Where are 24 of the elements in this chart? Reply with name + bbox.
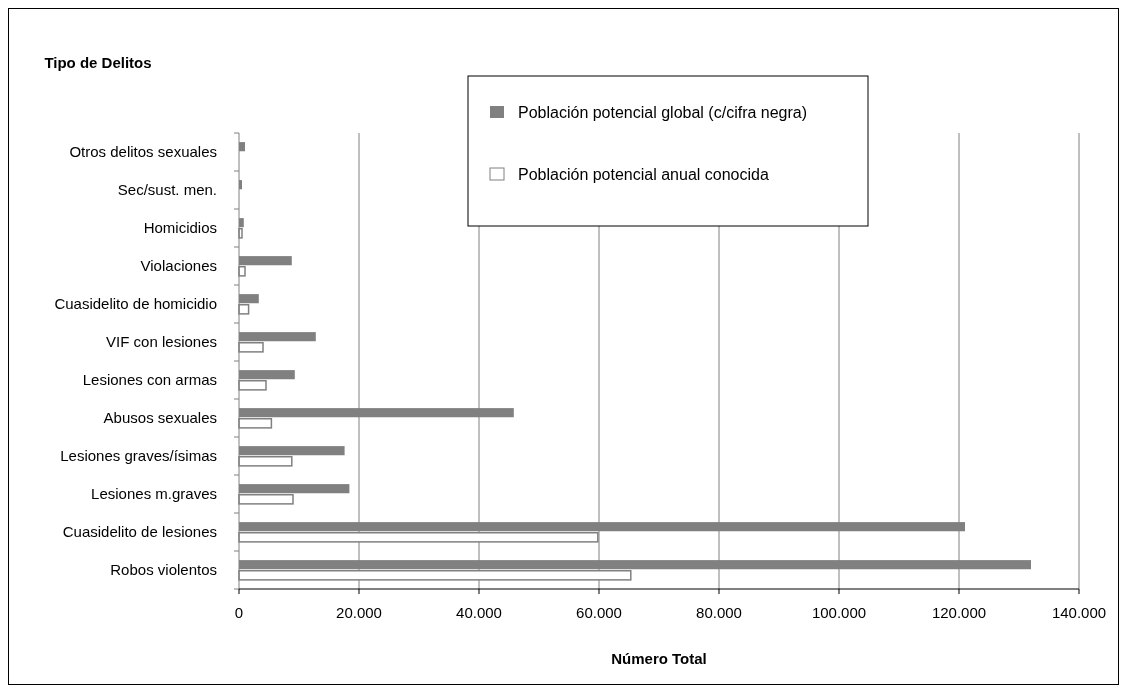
y-tick-label: Cuasidelito de homicidio [54,295,217,312]
y-tick-label: Otros delitos sexuales [69,143,217,160]
x-tick-label: 80.000 [696,603,742,621]
x-tick-label: 140.000 [1051,603,1107,621]
x-tick-label: 0 [234,603,244,621]
x-tick-label: 20.000 [336,603,382,621]
y-tick-label: Lesiones con armas [82,371,217,388]
y-tick-label: Homicidios [143,219,217,236]
y-tick-label: Sec/sust. men. [117,181,217,198]
y-tick-label: Abusos sexuales [103,409,217,426]
x-tick-label: 60.000 [576,603,622,621]
legend-label: Población potencial global (c/cifra negra) [518,104,808,121]
x-axis-title: Número Total [611,650,707,667]
y-tick-label: Violaciones [140,257,217,274]
y-tick-label: Lesiones m.graves [91,485,217,502]
y-tick-label: Lesiones graves/ísimas [60,447,217,464]
y-axis-title: Tipo de Delitos [44,54,152,71]
x-tick-label: 120.000 [931,603,987,621]
y-tick-label: VIF con lesiones [106,333,217,350]
legend-label: Población potencial anual conocida [518,166,769,183]
x-tick-label: 40.000 [456,603,502,621]
y-tick-label: Robos violentos [110,561,217,578]
y-tick-label: Cuasidelito de lesiones [62,523,217,540]
x-tick-label: 100.000 [811,603,867,621]
